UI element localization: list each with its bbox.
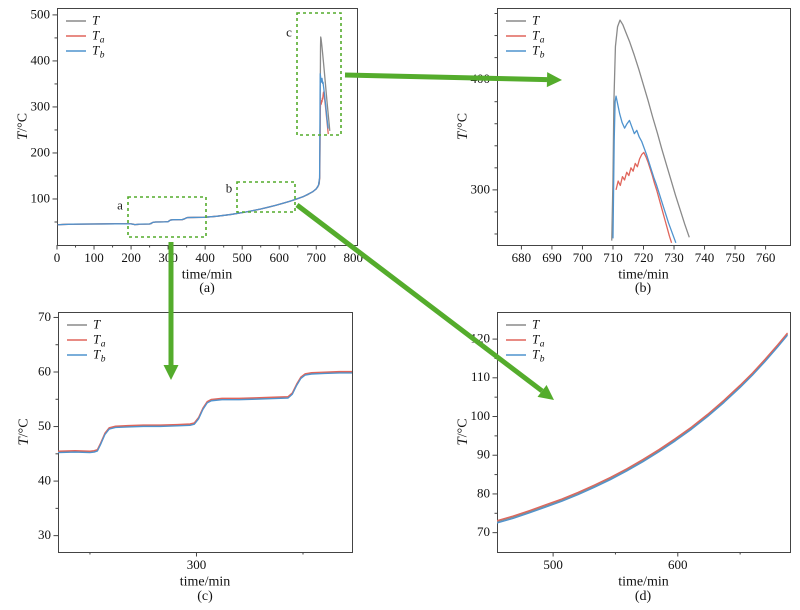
panel-caption-a: (a) [199, 281, 215, 296]
panel-caption-b: (b) [634, 281, 652, 296]
panel-caption-d: (d) [634, 589, 652, 604]
panel-caption-c: (c) [197, 589, 213, 604]
